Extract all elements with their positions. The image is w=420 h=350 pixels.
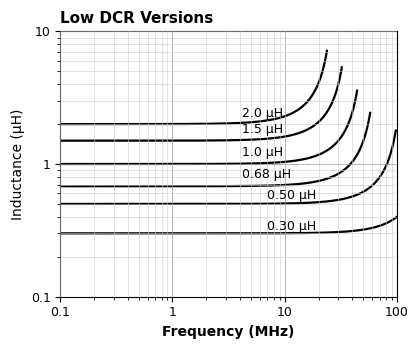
Text: 0.50 μH: 0.50 μH <box>268 189 317 202</box>
X-axis label: Frequency (MHz): Frequency (MHz) <box>163 325 295 339</box>
Text: 1.0 μH: 1.0 μH <box>242 146 284 159</box>
Text: Low DCR Versions: Low DCR Versions <box>60 11 213 26</box>
Y-axis label: Inductance (μH): Inductance (μH) <box>11 108 25 220</box>
Text: 1.5 μH: 1.5 μH <box>242 123 284 136</box>
Text: 2.0 μH: 2.0 μH <box>242 107 284 120</box>
Text: 0.30 μH: 0.30 μH <box>268 220 316 233</box>
Text: 0.68 μH: 0.68 μH <box>242 168 291 181</box>
